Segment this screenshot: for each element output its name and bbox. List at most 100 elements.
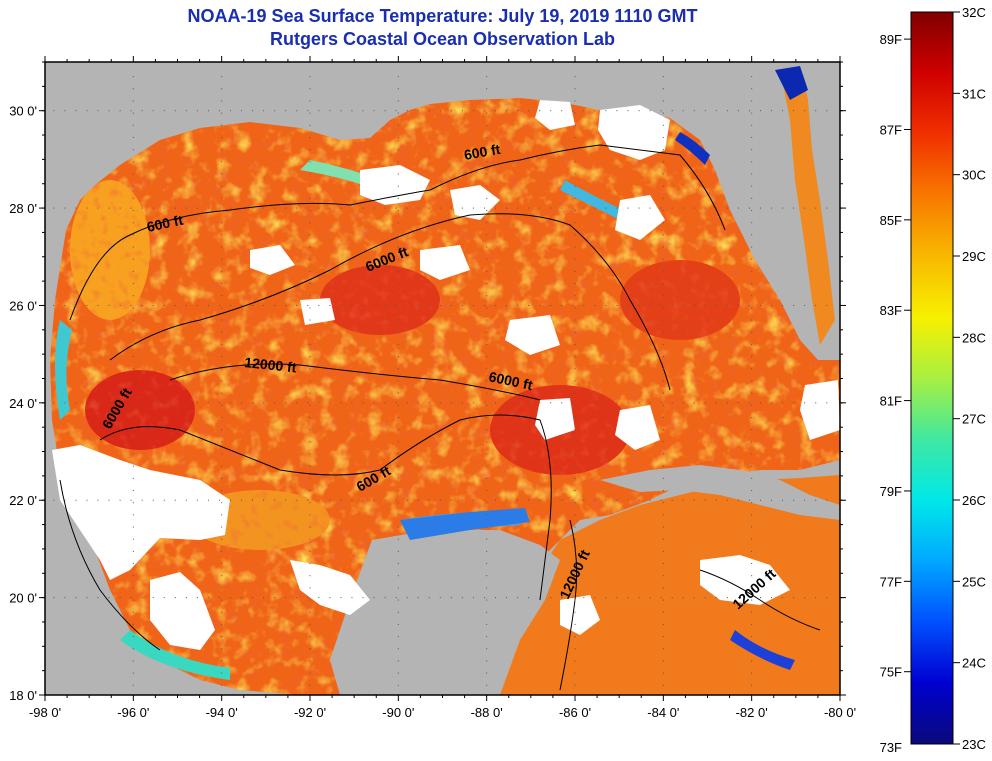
grid-dot (594, 110, 596, 112)
grid-dot (771, 207, 773, 209)
grid-dot (638, 304, 640, 306)
grid-dot (616, 110, 618, 112)
grid-dot (649, 597, 651, 599)
grid-dot (574, 526, 576, 528)
grid-dot (574, 648, 576, 650)
contour-600ft-campeche (99, 414, 552, 601)
grid-dot (196, 597, 198, 599)
grid-dot (751, 234, 753, 236)
grid-dot (662, 660, 664, 662)
grid-dot (782, 110, 784, 112)
grid-dot (704, 597, 706, 599)
grid-dot (395, 402, 397, 404)
grid-dot (397, 623, 399, 625)
grid-dot (221, 356, 223, 358)
grid-dot (574, 283, 576, 285)
x-tick-label: -88 0' (471, 705, 503, 720)
grid-dot (486, 623, 488, 625)
grid-dot (397, 550, 399, 552)
grid-dot (132, 136, 134, 138)
grid-dot (517, 597, 519, 599)
grid-dot (132, 222, 134, 224)
grid-dot (53, 597, 55, 599)
grid-dot (329, 110, 331, 112)
grid-dot (132, 76, 134, 78)
grid-dot (309, 465, 311, 467)
grid-dot (130, 304, 132, 306)
grid-dot (86, 207, 88, 209)
grid-dot (574, 234, 576, 236)
grid-dot (751, 112, 753, 114)
colorbar-f-label: 85F (880, 213, 902, 228)
grid-dot (495, 207, 496, 209)
grid-dot (221, 684, 223, 686)
grid-dot (539, 499, 541, 501)
grid-dot (486, 672, 488, 674)
grid-dot (662, 149, 664, 151)
grid-dot (132, 283, 134, 285)
grid-dot (605, 597, 607, 599)
grid-dot (309, 453, 311, 455)
grid-dot (506, 499, 508, 501)
grid-dot (230, 304, 231, 306)
grid-dot (397, 100, 399, 102)
grid-dot (682, 499, 684, 501)
grid-dot (53, 304, 55, 306)
grid-dot (395, 207, 397, 209)
grid-dot (450, 597, 452, 599)
grid-dot (163, 597, 165, 599)
latitude-axis: 30 0' 28 0' 26 0' 24 0' 22 0' 20 0' 18 0' (9, 61, 846, 703)
grid-dot (572, 207, 574, 209)
grid-dot (693, 304, 695, 306)
grid-dot (309, 283, 311, 285)
map-title: NOAA-19 Sea Surface Temperature: July 19… (187, 6, 698, 26)
grid-dot (662, 331, 664, 333)
grid-dot (771, 402, 773, 404)
grid-dot (528, 402, 530, 404)
grid-dot (472, 207, 474, 209)
grid-dot (64, 207, 66, 209)
grid-dot (185, 402, 187, 404)
grid-dot (75, 304, 77, 306)
grid-dot (340, 304, 342, 306)
grid-dot (406, 499, 408, 501)
grid-dot (221, 246, 223, 248)
grid-dot (815, 597, 817, 599)
contour-label: 600 ft (463, 141, 502, 163)
grid-dot (660, 402, 662, 404)
grid-dot (662, 234, 664, 236)
grid-dot (221, 136, 223, 138)
grid-dot (561, 110, 563, 112)
grid-dot (309, 112, 311, 114)
grid-dot (397, 319, 399, 321)
grid-dot (751, 489, 753, 491)
grid-dot (132, 684, 134, 686)
grid-dot (285, 597, 287, 599)
grid-dot (397, 343, 399, 345)
grid-dot (309, 404, 311, 406)
grid-dot (309, 356, 311, 358)
colorbar-c-label: 29C (962, 249, 986, 264)
grid-dot (751, 331, 753, 333)
grid-dot (309, 429, 311, 431)
grid-dot (760, 499, 761, 501)
grid-dot (486, 76, 488, 78)
grid-dot (561, 304, 563, 306)
grid-dot (461, 402, 463, 404)
grid-dot (649, 110, 651, 112)
grid-dot (221, 502, 223, 504)
grid-dot (793, 304, 795, 306)
grid-dot (737, 402, 739, 404)
grid-dot (627, 499, 629, 501)
bathymetry-contours (59, 144, 821, 691)
grid-dot (132, 124, 134, 126)
grid-dot (221, 124, 223, 126)
grid-dot (486, 149, 488, 151)
grid-dot (428, 304, 430, 306)
grid-dot (751, 404, 753, 406)
grid-dot (486, 416, 488, 418)
x-tick-label: -92 0' (294, 705, 326, 720)
grid-dot (163, 304, 165, 306)
grid-dot (230, 207, 231, 209)
grid-dot (397, 173, 399, 175)
